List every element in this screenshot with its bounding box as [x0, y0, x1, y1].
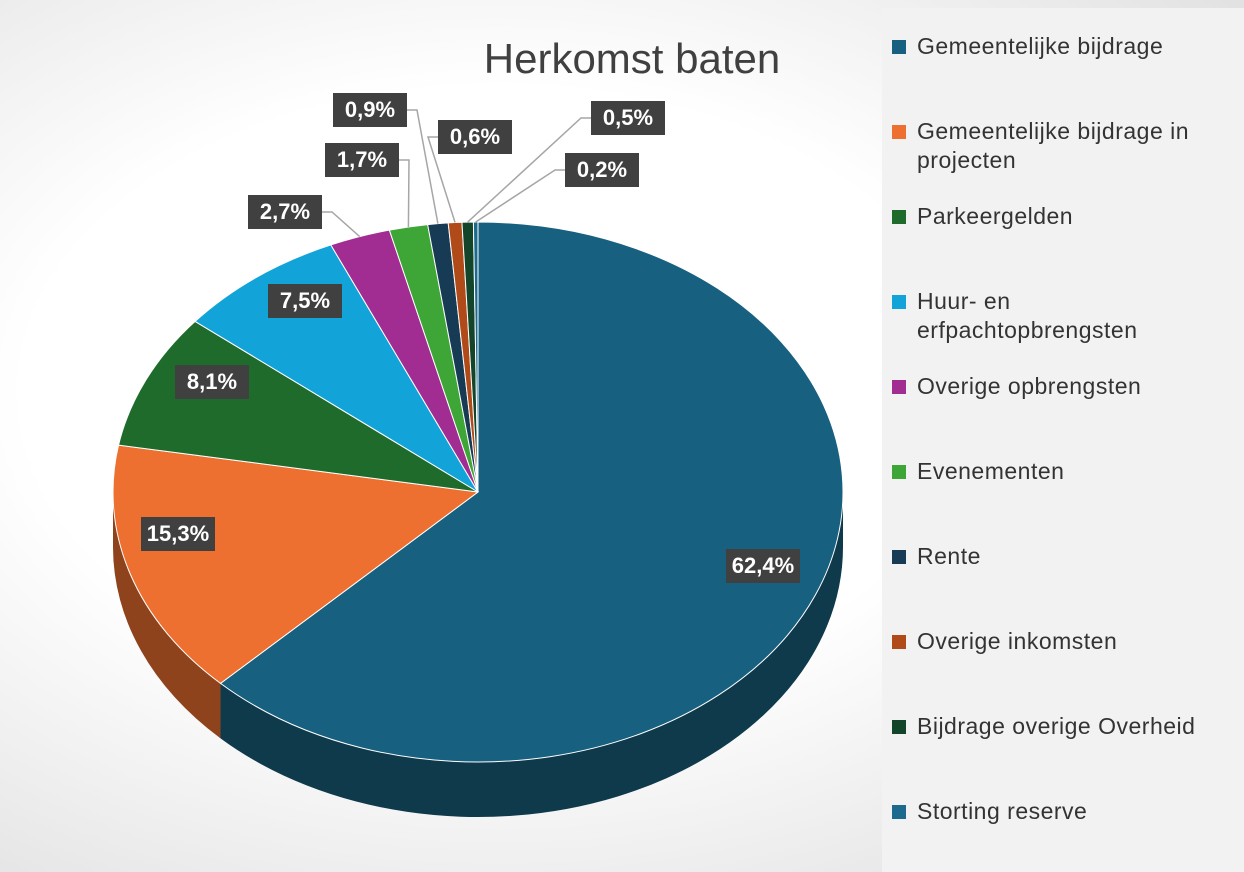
- data-label: 0,2%: [577, 157, 627, 182]
- slice: [219, 221, 844, 763]
- legend-swatch: [892, 550, 906, 564]
- data-label: 15,3%: [147, 521, 209, 546]
- legend-label: Storting reserve: [917, 798, 1088, 824]
- chart-title: Herkomst baten: [484, 35, 780, 82]
- legend-label: Bijdrage overige Overheid: [917, 713, 1196, 739]
- slice: [112, 444, 480, 684]
- legend-item: Overige opbrengsten: [892, 372, 1222, 401]
- data-label: 8,1%: [187, 369, 237, 394]
- legend-item: Parkeergelden: [892, 202, 1222, 231]
- legend-item: Overige inkomsten: [892, 627, 1222, 656]
- leader-line: [322, 211, 361, 238]
- legend-label: Overige inkomsten: [917, 628, 1118, 654]
- legend-label: Huur- en erfpachtopbrengsten: [917, 288, 1138, 343]
- data-label-box: [175, 365, 249, 399]
- legend-label: Rente: [917, 543, 981, 569]
- data-label: 0,5%: [603, 105, 653, 130]
- legend-swatch: [892, 635, 906, 649]
- data-label: 2,7%: [260, 199, 310, 224]
- legend-swatch: [892, 805, 906, 819]
- data-label-box: [141, 517, 215, 551]
- legend-swatch: [892, 720, 906, 734]
- data-label-box: [268, 284, 342, 318]
- legend-item: Gemeentelijke bijdrage in projecten: [892, 117, 1222, 175]
- leader-line: [426, 136, 456, 223]
- legend-label: Gemeentelijke bijdrage in projecten: [917, 118, 1190, 173]
- legend-item: Bijdrage overige Overheid: [892, 712, 1222, 741]
- slice-sides: [113, 492, 843, 818]
- legend-swatch: [892, 125, 906, 139]
- legend: Gemeentelijke bijdrage Gemeentelijke bijd…: [882, 8, 1244, 872]
- legend-item: Evenementen: [892, 457, 1222, 486]
- slice-side: [113, 492, 221, 739]
- legend-swatch: [892, 380, 906, 394]
- data-label-box: [325, 143, 399, 177]
- legend-label: Overige opbrengsten: [917, 373, 1142, 399]
- legend-item: Rente: [892, 542, 1222, 571]
- data-label: 0,9%: [345, 97, 395, 122]
- legend-swatch: [892, 210, 906, 224]
- data-label-box: [726, 549, 800, 583]
- data-label-box: [438, 120, 512, 154]
- legend-item: Gemeentelijke bijdrage: [892, 32, 1222, 61]
- data-label-box: [565, 153, 639, 187]
- plot: Herkomst baten 62,4% 15,3% 8,1% 7,5% 2,7% 1,7…: [112, 35, 844, 818]
- leader-line: [407, 109, 439, 224]
- data-label-box: [333, 93, 407, 127]
- slice: [117, 320, 479, 493]
- legend-label: Gemeentelijke bijdrage: [917, 33, 1164, 59]
- data-label-box: [248, 195, 322, 229]
- data-label-box: [591, 101, 665, 135]
- legend-swatch: [892, 465, 906, 479]
- leader-line: [467, 117, 591, 223]
- data-label: 62,4%: [732, 553, 794, 578]
- legend-item: Huur- en erfpachtopbrengsten: [892, 287, 1222, 345]
- data-label: 1,7%: [337, 147, 387, 172]
- data-label: 0,6%: [450, 124, 500, 149]
- slice-side: [220, 492, 843, 818]
- leader-line: [399, 159, 410, 227]
- data-label: 7,5%: [280, 288, 330, 313]
- legend-item: Storting reserve: [892, 797, 1222, 826]
- legend-label: Evenementen: [917, 458, 1065, 484]
- leader-line: [475, 169, 565, 223]
- slice: [194, 244, 479, 493]
- legend-swatch: [892, 295, 906, 309]
- legend-label: Parkeergelden: [917, 203, 1074, 229]
- legend-swatch: [892, 40, 906, 54]
